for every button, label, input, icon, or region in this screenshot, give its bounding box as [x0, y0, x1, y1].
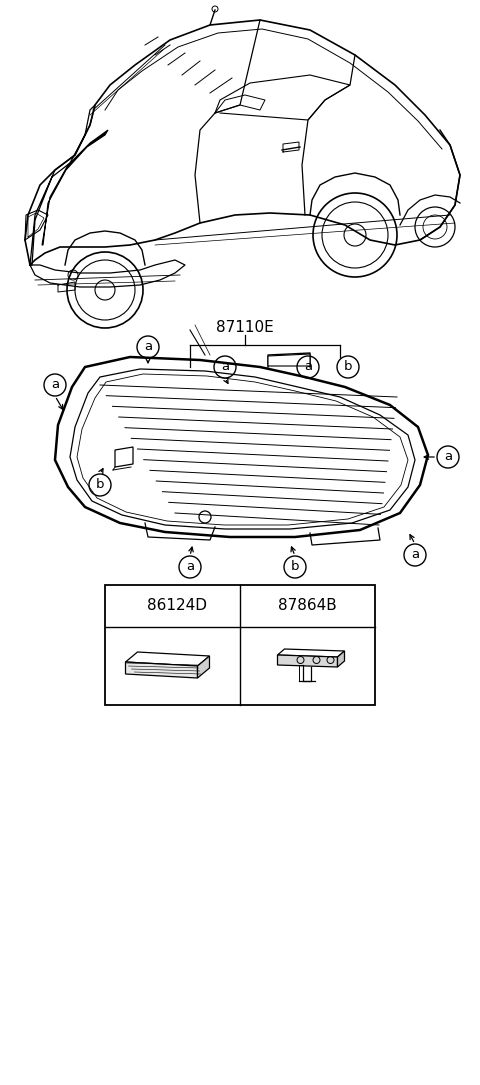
Polygon shape	[42, 130, 108, 245]
Text: 87864B: 87864B	[278, 599, 337, 613]
Text: a: a	[304, 360, 312, 373]
FancyBboxPatch shape	[105, 585, 375, 705]
Polygon shape	[125, 652, 209, 666]
Text: b: b	[253, 599, 263, 613]
Text: 87110E: 87110E	[216, 320, 274, 335]
Text: a: a	[411, 549, 419, 562]
Text: a: a	[186, 561, 194, 574]
Polygon shape	[125, 662, 197, 678]
Text: b: b	[96, 478, 104, 492]
Text: a: a	[144, 341, 152, 354]
Text: b: b	[291, 561, 299, 574]
Polygon shape	[197, 656, 209, 678]
Text: a: a	[51, 379, 59, 392]
Text: a: a	[123, 599, 132, 613]
Polygon shape	[337, 651, 345, 667]
Text: a: a	[444, 450, 452, 463]
Text: 86124D: 86124D	[147, 599, 207, 613]
Text: a: a	[221, 360, 229, 373]
Polygon shape	[277, 649, 345, 658]
Text: b: b	[344, 360, 352, 373]
Polygon shape	[268, 354, 310, 366]
Polygon shape	[277, 655, 337, 667]
